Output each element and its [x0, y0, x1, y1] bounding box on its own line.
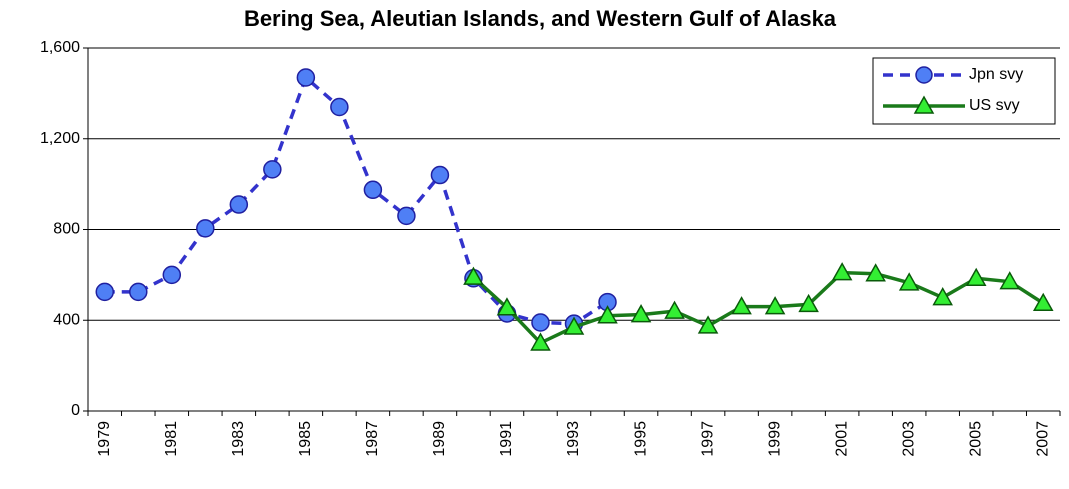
data-point: [463, 266, 484, 285]
legend-marker: [915, 66, 933, 84]
data-point: [496, 297, 518, 316]
x-tick-label: 1987: [364, 421, 381, 457]
x-tick-label: 2005: [967, 421, 984, 457]
data-point: [531, 313, 550, 332]
chart-title: Bering Sea, Aleutian Islands, and Wester…: [244, 6, 837, 31]
x-tick-label: 1993: [565, 421, 582, 457]
data-point: [932, 287, 953, 306]
data-point: [363, 180, 383, 200]
data-point: [330, 97, 349, 117]
data-point: [597, 305, 618, 324]
x-tick-label: 1981: [163, 421, 180, 457]
x-tick-label: 1989: [431, 421, 448, 457]
data-point: [630, 304, 652, 323]
x-tick-label: 1983: [230, 421, 247, 457]
data-point: [999, 271, 1021, 290]
y-tick-label: 1,600: [40, 39, 80, 56]
y-tick-label: 800: [53, 221, 80, 238]
legend-label: US svy: [969, 97, 1020, 114]
data-point: [898, 272, 920, 291]
data-point: [731, 296, 752, 315]
x-tick-label: 2003: [900, 421, 917, 457]
legend-label: Jpn svy: [969, 66, 1023, 83]
y-tick-label: 1,200: [40, 130, 80, 147]
data-point: [530, 332, 551, 351]
data-point: [764, 296, 786, 315]
x-tick-label: 2007: [1034, 421, 1051, 457]
data-point: [95, 282, 115, 302]
data-point: [129, 282, 148, 302]
data-point: [430, 165, 450, 185]
data-point: [296, 68, 316, 87]
data-point: [563, 316, 585, 335]
y-tick-label: 0: [71, 402, 80, 419]
data-point: [229, 195, 249, 214]
series-line: [472, 270, 1045, 346]
data-point: [697, 315, 719, 334]
data-point: [798, 293, 819, 313]
legend-box: [872, 57, 1056, 125]
data-point: [865, 263, 886, 282]
series-line: [104, 74, 609, 326]
data-point: [196, 219, 215, 238]
x-tick-label: 1995: [632, 421, 649, 457]
x-tick-label: 1991: [498, 421, 515, 457]
y-tick-label: 400: [53, 311, 80, 328]
data-point: [965, 267, 987, 287]
x-tick-label: 1985: [297, 421, 314, 457]
legend-marker: [913, 95, 935, 114]
x-tick-label: 1997: [699, 421, 716, 457]
data-point: [664, 300, 685, 319]
data-point: [263, 160, 282, 179]
x-tick-label: 2001: [833, 421, 850, 457]
x-tick-label: 1979: [96, 421, 113, 457]
x-tick-label: 1999: [766, 421, 783, 457]
data-point: [397, 206, 416, 226]
data-point: [1032, 292, 1054, 311]
data-point: [162, 265, 182, 285]
data-point: [831, 262, 853, 281]
